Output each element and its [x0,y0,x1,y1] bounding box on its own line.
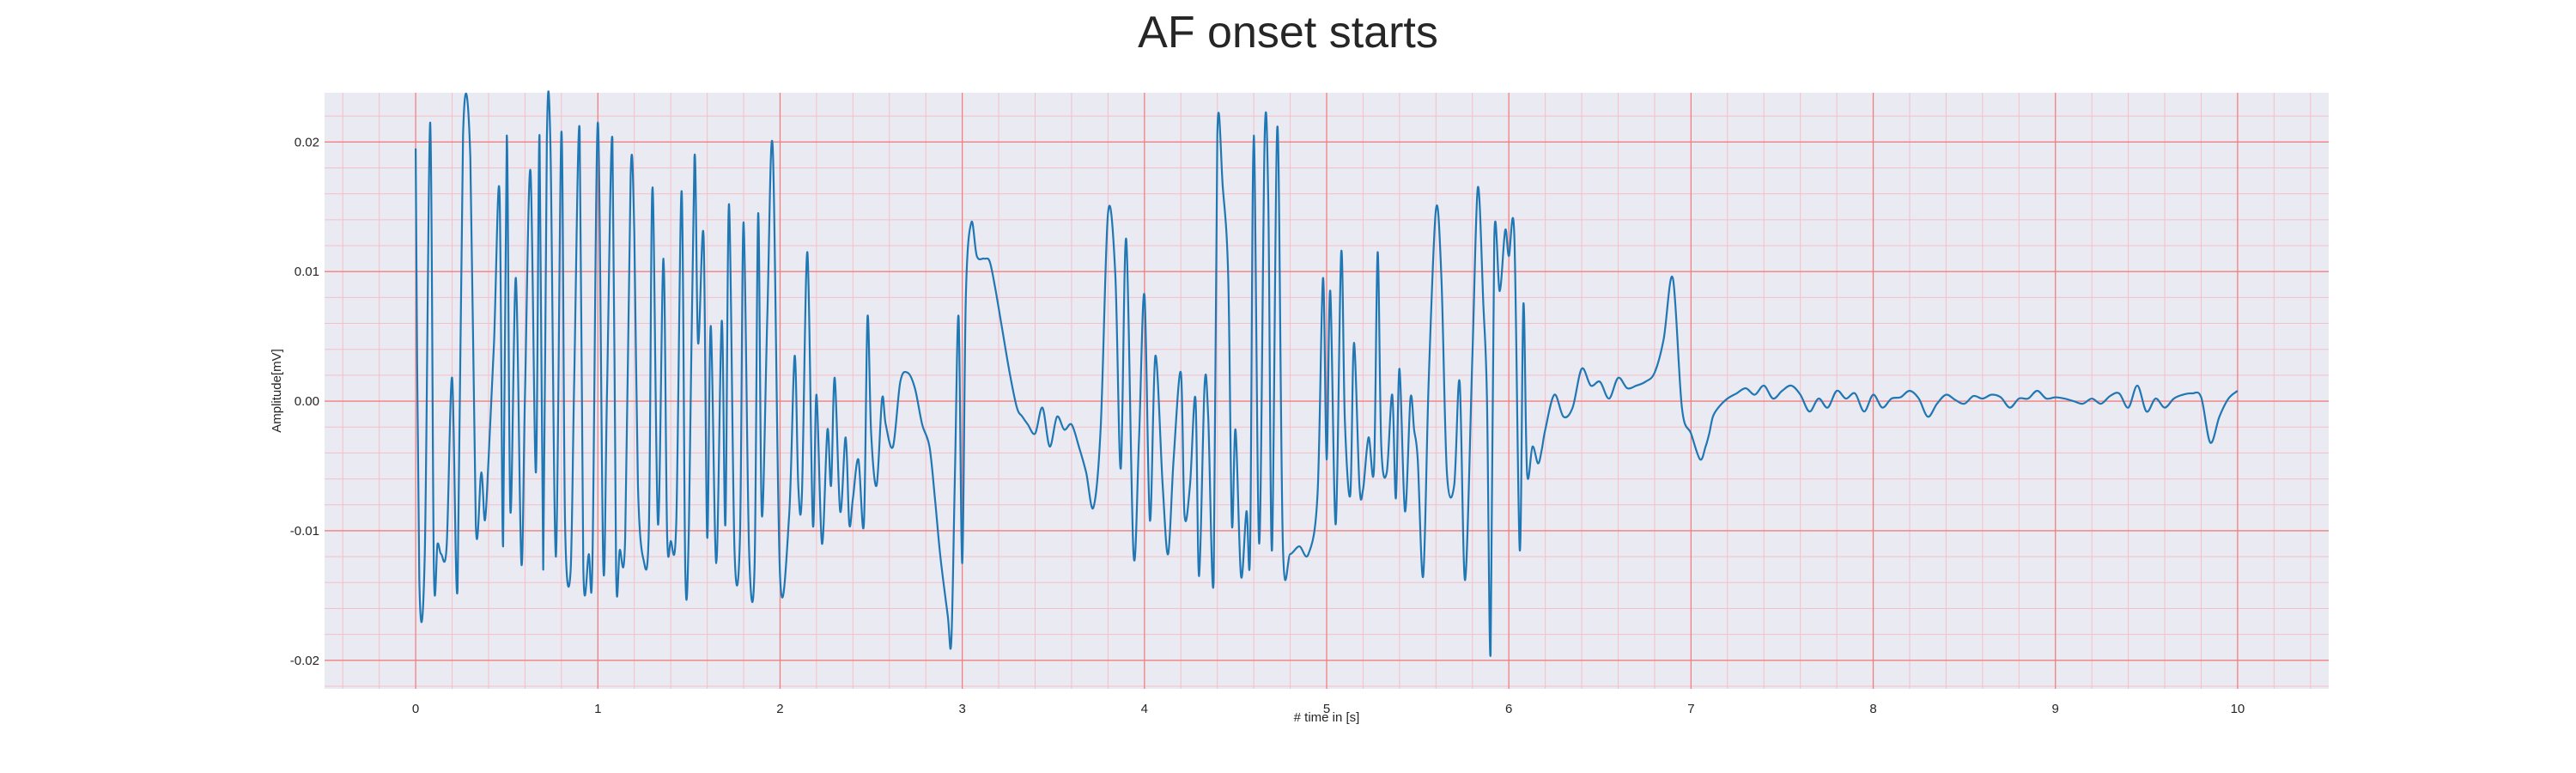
x-tick-label: 10 [2231,702,2245,716]
x-tick-label: 5 [1323,702,1330,716]
y-tick-label: -0.01 [290,524,319,539]
y-axis-label: Amplitude[mV] [270,349,284,433]
major-grid [325,93,2329,689]
x-tick-label: 3 [958,702,965,716]
y-tick-label: 0.00 [295,394,319,409]
x-tick-label: 8 [1869,702,1876,716]
x-tick-label: 1 [594,702,601,716]
y-axis-ticks: -0.02 -0.01 0.00 0.01 0.02 [290,135,319,667]
x-axis-ticks: 0 1 2 3 4 5 6 7 8 9 10 [412,702,2245,716]
y-tick-label: 0.02 [295,135,319,149]
chart-title: AF onset starts [1138,8,1438,58]
x-tick-label: 4 [1141,702,1148,716]
series-line [414,90,2239,657]
x-tick-label: 9 [2052,702,2059,716]
x-axis-label: # time in [s] [1294,710,1360,725]
x-tick-label: 0 [412,702,419,716]
y-tick-label: -0.02 [290,654,319,668]
x-tick-label: 6 [1505,702,1512,716]
x-tick-label: 7 [1687,702,1694,716]
x-tick-label: 2 [776,702,783,716]
y-tick-label: 0.01 [295,265,319,279]
